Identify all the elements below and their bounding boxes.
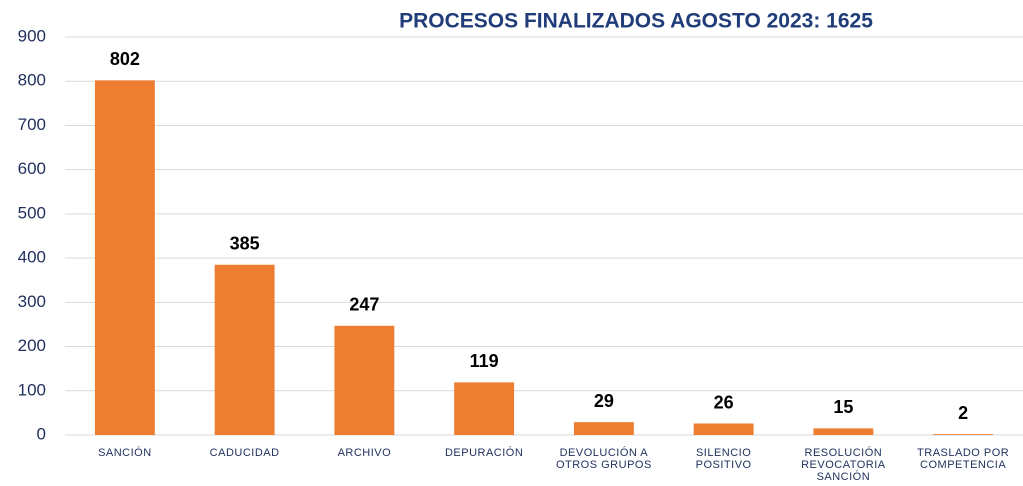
bar: [214, 264, 275, 435]
bar: [94, 80, 155, 436]
x-tick-label: ARCHIVO: [338, 447, 392, 459]
y-tick-label: 700: [18, 115, 46, 134]
y-tick-label: 100: [18, 380, 46, 399]
value-label: 119: [470, 351, 499, 371]
value-label: 26: [714, 392, 734, 412]
bar: [573, 422, 634, 435]
y-tick-label: 800: [18, 71, 46, 90]
bar: [693, 423, 754, 435]
x-tick-label: CADUCIDAD: [210, 447, 280, 459]
value-label: 15: [833, 397, 853, 417]
y-tick-label: 500: [18, 203, 46, 222]
y-tick-label: 600: [18, 159, 46, 178]
x-tick-label: DEVOLUCIÓN A OTROS GRUPOS: [556, 446, 652, 471]
bar: [933, 434, 994, 435]
y-tick-label: 200: [18, 336, 46, 355]
x-tick-label: SILENCIO POSITIVO: [696, 447, 752, 471]
value-label: 385: [230, 233, 260, 253]
bar: [334, 325, 395, 435]
bar: [813, 428, 874, 435]
value-label: 802: [110, 49, 140, 69]
chart-title: PROCESOS FINALIZADOS AGOSTO 2023: 1625: [399, 10, 873, 33]
y-tick-label: 300: [18, 292, 46, 311]
bar: [454, 382, 515, 435]
value-label: 2: [958, 403, 968, 423]
y-tick-label: 900: [18, 26, 46, 45]
y-tick-label: 400: [18, 248, 46, 267]
value-label: 29: [594, 391, 614, 411]
x-tick-label: TRASLADO POR COMPETENCIA: [917, 447, 1009, 471]
x-tick-label: RESOLUCIÓN REVOCATORIA SANCIÓN: [801, 446, 886, 483]
x-tick-label: DEPURACIÓN: [445, 446, 523, 459]
x-tick-label: SANCIÓN: [98, 446, 152, 459]
y-tick-label: 0: [37, 424, 46, 443]
value-label: 247: [349, 295, 379, 315]
